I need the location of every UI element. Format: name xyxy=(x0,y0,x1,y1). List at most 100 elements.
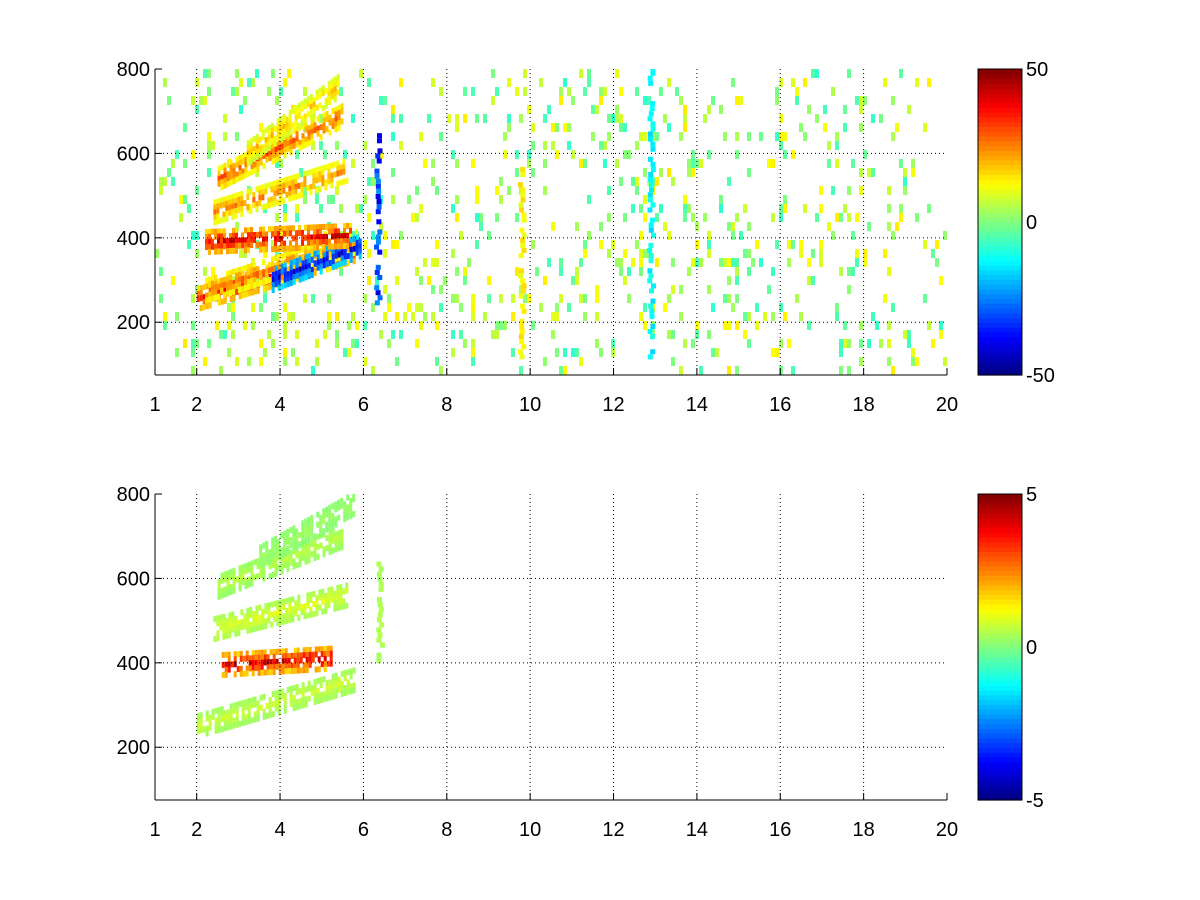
heatmap-cell xyxy=(275,159,279,168)
heatmap-cell xyxy=(455,213,459,222)
heatmap-cell xyxy=(343,150,347,159)
heatmap-cell xyxy=(259,159,263,166)
heatmap-cell xyxy=(283,697,287,704)
heatmap-cell xyxy=(183,339,187,348)
colorbar-segment xyxy=(978,188,1022,194)
heatmap-cell xyxy=(215,321,219,330)
heatmap-cell xyxy=(443,276,447,285)
heatmap-cell xyxy=(276,133,280,140)
heatmap-cell xyxy=(261,613,265,620)
heatmap-cell xyxy=(220,164,224,171)
heatmap-cell xyxy=(655,258,659,267)
heatmap-cell xyxy=(334,116,338,123)
heatmap-cell xyxy=(306,185,310,192)
heatmap-cell xyxy=(639,132,643,141)
heatmap-cell xyxy=(234,197,238,204)
heatmap-cell xyxy=(258,624,262,631)
heatmap-cell xyxy=(294,178,298,185)
heatmap-cell xyxy=(261,194,265,201)
heatmap-cell xyxy=(687,204,691,213)
heatmap-cell xyxy=(223,233,227,240)
heatmap-cell xyxy=(205,303,209,310)
heatmap-cell xyxy=(302,662,306,669)
heatmap-cell xyxy=(295,528,299,535)
heatmap-cell xyxy=(228,632,232,639)
heatmap-cell xyxy=(229,713,233,720)
heatmap-cell xyxy=(328,114,332,121)
heatmap-cell xyxy=(273,140,277,147)
heatmap-cell xyxy=(803,204,807,213)
heatmap-cell xyxy=(199,295,203,302)
colorbar-segment xyxy=(978,274,1022,280)
heatmap-cell xyxy=(316,224,320,231)
heatmap-cell xyxy=(243,321,247,330)
heatmap-cell xyxy=(241,564,245,571)
heatmap-cell xyxy=(811,276,815,285)
colorbar-segment xyxy=(978,155,1022,161)
heatmap-cell xyxy=(303,176,307,183)
heatmap-cell xyxy=(823,105,827,114)
heatmap-cell xyxy=(301,520,305,527)
heatmap-cell xyxy=(250,242,254,249)
heatmap-cell xyxy=(289,554,293,561)
x-tick-label: 1 xyxy=(149,819,160,841)
heatmap-cell xyxy=(309,114,313,121)
heatmap-cell xyxy=(328,538,332,545)
heatmap-cell xyxy=(319,682,323,689)
heatmap-cell xyxy=(297,614,301,621)
heatmap-cell xyxy=(321,593,325,600)
heatmap-cell xyxy=(258,136,262,143)
heatmap-cell xyxy=(214,722,218,729)
heatmap-cell xyxy=(346,237,350,244)
heatmap-cell xyxy=(943,231,947,240)
heatmap-cell xyxy=(295,267,299,274)
heatmap-cell xyxy=(399,114,403,123)
heatmap-cell xyxy=(755,321,759,330)
heatmap-cell xyxy=(325,111,329,118)
colorbar-segment xyxy=(978,255,1022,261)
heatmap-cell xyxy=(250,575,254,582)
heatmap-cell xyxy=(579,159,583,168)
heatmap-cell xyxy=(308,651,312,658)
heatmap-cell xyxy=(328,260,332,267)
heatmap-cell xyxy=(567,123,571,132)
heatmap-cell xyxy=(330,591,334,598)
heatmap-cell xyxy=(571,276,575,285)
heatmap-cell xyxy=(595,294,599,303)
heatmap-cell xyxy=(265,559,269,566)
heatmap-cell xyxy=(235,272,239,279)
heatmap-cell xyxy=(579,294,583,303)
heatmap-cell xyxy=(223,114,227,123)
heatmap-cell xyxy=(298,561,302,568)
heatmap-cell xyxy=(316,543,320,550)
heatmap-cell xyxy=(383,249,387,258)
heatmap-cell xyxy=(648,258,654,264)
heatmap-cell xyxy=(328,514,332,521)
heatmap-cell xyxy=(815,69,819,78)
heatmap-cell xyxy=(289,240,293,247)
heatmap-cell xyxy=(199,722,203,729)
heatmap-cell xyxy=(252,197,256,204)
x-tick-label: 12 xyxy=(602,394,624,416)
heatmap-cell xyxy=(265,241,269,248)
heatmap-cell xyxy=(340,118,344,125)
heatmap-cell xyxy=(223,243,227,250)
heatmap-cell xyxy=(427,276,431,285)
heatmap-cell xyxy=(328,689,332,696)
heatmap-cell xyxy=(301,682,305,689)
heatmap-cell xyxy=(342,168,346,175)
heatmap-cell xyxy=(246,155,250,162)
heatmap-cell xyxy=(819,240,823,249)
heatmap-cell xyxy=(647,192,653,198)
heatmap-cell xyxy=(323,150,327,159)
heatmap-cell xyxy=(679,366,683,375)
heatmap-cell xyxy=(743,330,747,339)
heatmap-cell xyxy=(310,248,314,255)
heatmap-cell xyxy=(250,273,254,280)
heatmap-cell xyxy=(323,665,327,672)
heatmap-cell xyxy=(411,213,415,222)
heatmap-cell xyxy=(297,172,301,179)
heatmap-cell xyxy=(519,366,523,375)
heatmap-cell xyxy=(835,159,839,168)
